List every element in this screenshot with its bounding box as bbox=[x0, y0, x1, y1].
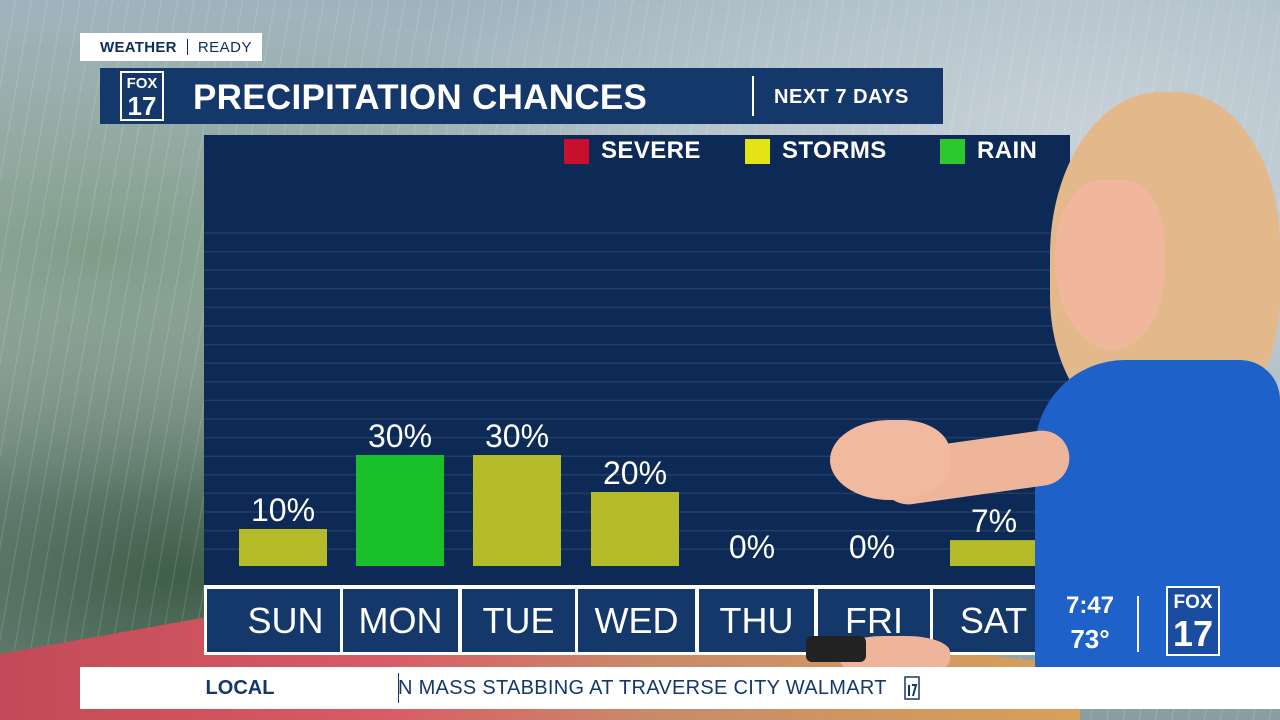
clock-time: 7:47 bbox=[1065, 592, 1115, 619]
legend-swatch-severe bbox=[564, 138, 589, 164]
value-label-sat: 7% bbox=[971, 503, 1017, 539]
logo-fox-text: FOX bbox=[127, 75, 158, 92]
day-cell-tue: TUE bbox=[462, 589, 575, 652]
ticker-headline: N MASS STABBING AT TRAVERSE CITY WALMART bbox=[398, 676, 887, 699]
tag-weather: WEATHER bbox=[100, 38, 177, 56]
day-label-fri: FRI bbox=[845, 599, 903, 641]
legend-swatch-storms bbox=[745, 138, 770, 164]
bar-tue bbox=[473, 455, 561, 566]
chart-title: PRECIPITATION CHANCES bbox=[193, 78, 648, 117]
corner-logo-fox-text: FOX bbox=[1173, 592, 1212, 613]
status-divider bbox=[1137, 596, 1139, 652]
presenter-hand bbox=[830, 420, 950, 500]
bar-sun bbox=[239, 529, 327, 566]
title-divider bbox=[752, 76, 754, 116]
day-cell-wed: WED bbox=[578, 589, 695, 652]
day-cell-mon: MON bbox=[343, 589, 458, 652]
fox17-corner-logo-icon: FOX 17 bbox=[1166, 586, 1220, 656]
fox17-logo-icon: FOX 17 bbox=[120, 71, 164, 121]
weather-ready-tag: WEATHER READY bbox=[80, 33, 262, 61]
ticker-fox17-icon bbox=[904, 676, 920, 700]
day-cell-thu: THU bbox=[699, 589, 814, 652]
legend-item-severe: SEVERE bbox=[564, 137, 701, 164]
news-ticker: LOCAL N MASS STABBING AT TRAVERSE CITY W… bbox=[80, 667, 1280, 709]
chart-subtitle: NEXT 7 DAYS bbox=[774, 86, 909, 108]
value-label-mon: 30% bbox=[368, 418, 432, 454]
logo-17-text: 17 bbox=[128, 91, 157, 121]
value-label-sun: 10% bbox=[251, 492, 315, 528]
legend-item-storms: STORMS bbox=[745, 137, 887, 164]
presenter-body bbox=[1035, 360, 1280, 670]
day-label-tue: TUE bbox=[482, 599, 555, 641]
legend-item-rain: RAIN bbox=[940, 137, 1038, 164]
legend-label-severe: SEVERE bbox=[601, 137, 701, 164]
day-label-sat: SAT bbox=[959, 599, 1028, 641]
current-temperature: 73° bbox=[1070, 624, 1110, 654]
value-label-fri: 0% bbox=[849, 529, 895, 565]
value-label-wed: 20% bbox=[603, 455, 667, 491]
ticker-label: LOCAL bbox=[205, 676, 275, 699]
ticker-divider bbox=[398, 673, 399, 703]
clicker-remote bbox=[806, 636, 866, 662]
tag-divider bbox=[186, 39, 188, 55]
corner-logo-17-text: 17 bbox=[1173, 613, 1213, 654]
precipitation-bar-chart: 10% 30% 30% 20% 0% 0% 7% bbox=[204, 232, 1070, 566]
day-cell-sat: SAT bbox=[933, 589, 1054, 652]
tag-ready: READY bbox=[197, 38, 253, 56]
day-label-wed: WED bbox=[594, 599, 679, 641]
day-label-thu: THU bbox=[719, 599, 794, 641]
bar-mon bbox=[356, 455, 444, 566]
bar-wed bbox=[591, 492, 679, 566]
legend-label-storms: STORMS bbox=[782, 137, 887, 164]
value-label-tue: 30% bbox=[485, 418, 549, 454]
day-label-mon: MON bbox=[358, 599, 443, 641]
value-label-thu: 0% bbox=[729, 529, 775, 565]
bar-sat bbox=[950, 540, 1038, 566]
title-bar: FOX 17 PRECIPITATION CHANCES NEXT 7 DAYS bbox=[100, 68, 943, 124]
legend-label-rain: RAIN bbox=[977, 137, 1038, 164]
legend-swatch-rain bbox=[940, 138, 965, 164]
day-label-sun: SUN bbox=[247, 599, 324, 641]
day-cell-sun: SUN bbox=[207, 589, 340, 652]
presenter-face bbox=[1055, 180, 1165, 350]
